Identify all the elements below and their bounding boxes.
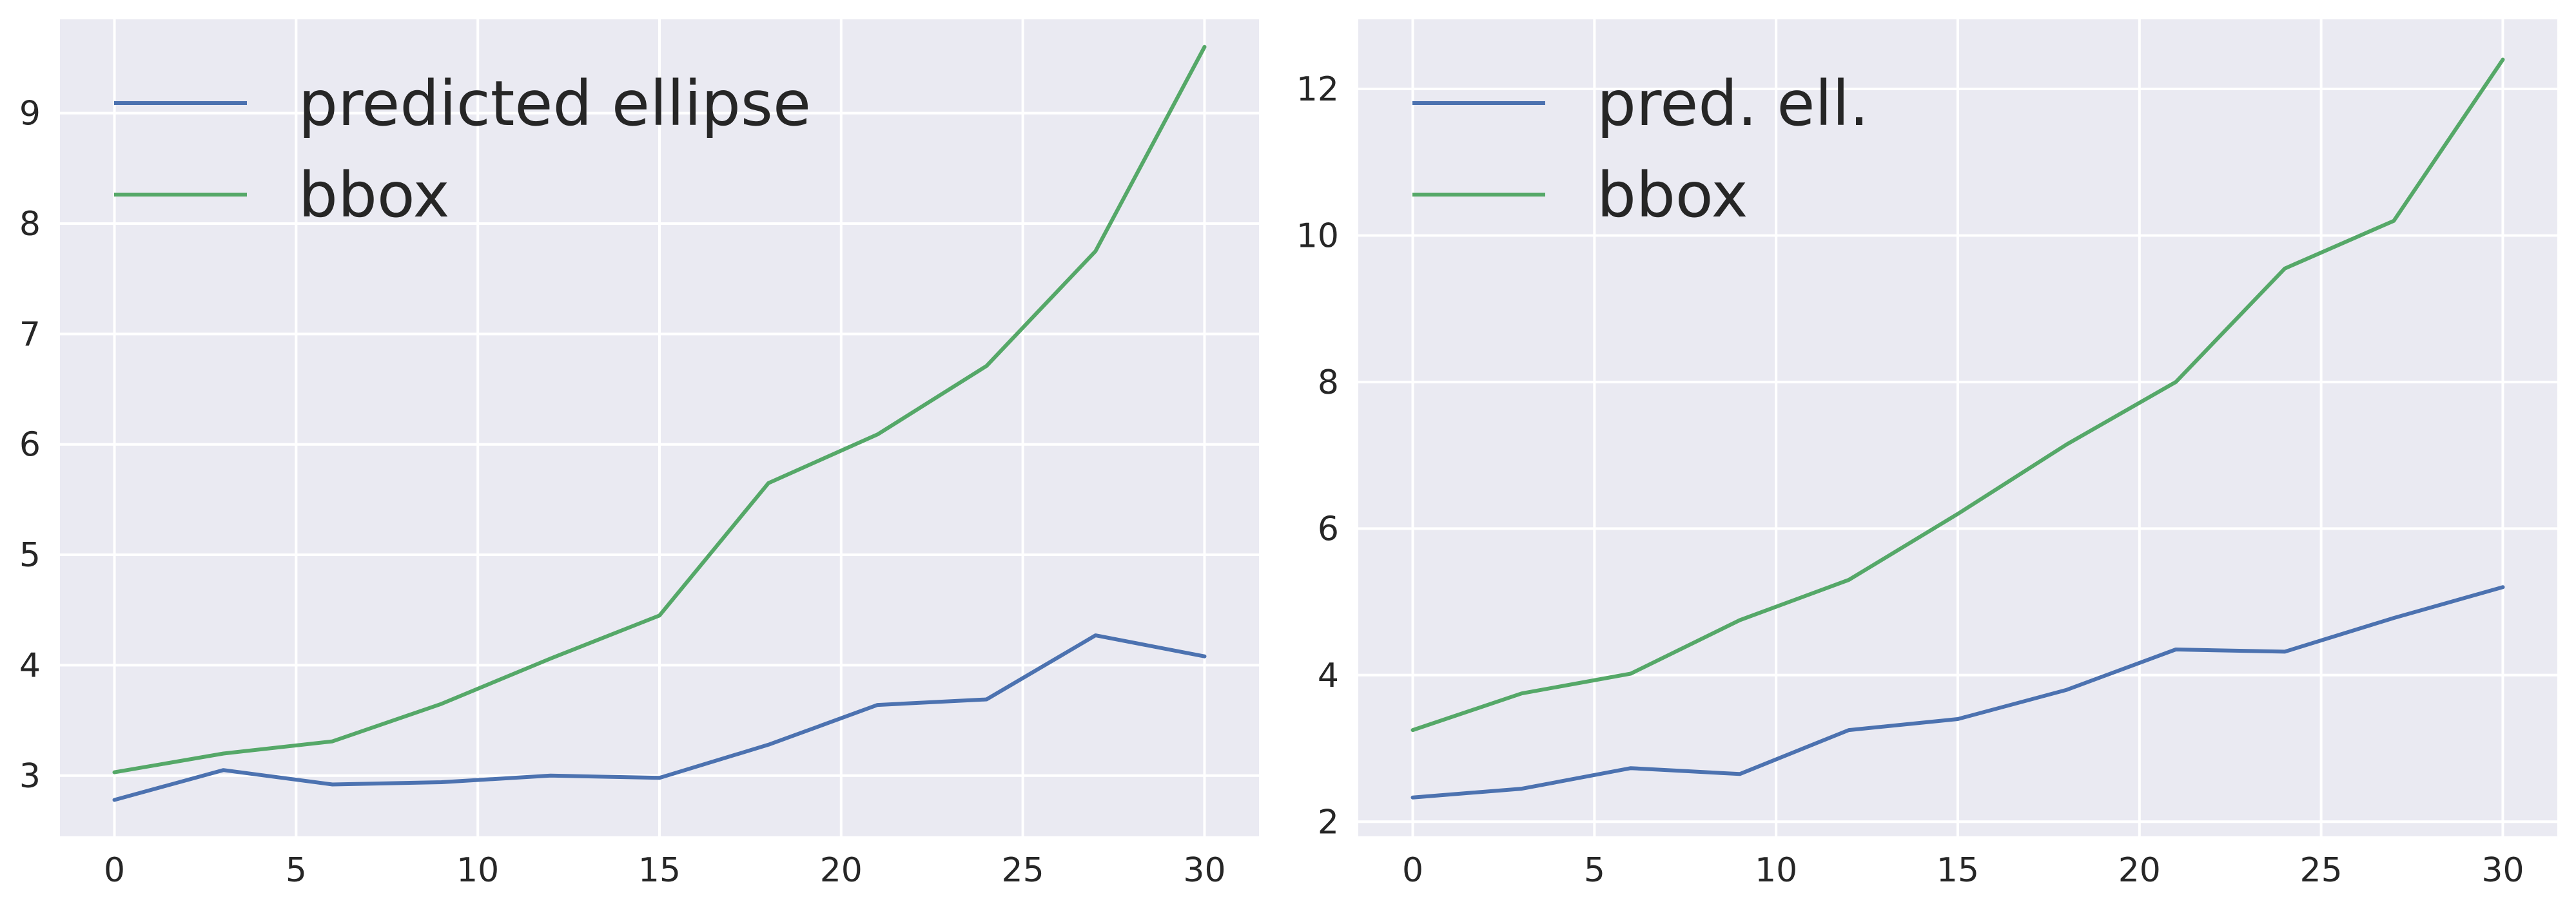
legend-label: pred. ell. [1597,68,1869,140]
x-tick-label: 5 [1584,851,1605,890]
x-tick-label: 15 [638,851,681,890]
chart-left: 0 5 10 15 20 25 30 3 4 5 6 7 8 9 predicted ellipse bbox [19,19,1259,890]
x-tick-label: 0 [104,851,125,890]
y-tick-label: 6 [19,426,41,465]
series-line-green [1410,57,2505,733]
y-tick-label: 3 [19,757,41,796]
series-line-blue [1410,585,2505,800]
x-tick-label: 25 [1002,851,1044,890]
y-tick-label: 4 [1318,657,1339,695]
y-tick-label: 8 [19,205,41,244]
chart-right: 0 5 10 15 20 25 30 2 4 6 8 10 12 pred. ell. bbox [1296,19,2557,890]
x-tick-label: 10 [456,851,499,890]
x-tick-label: 10 [1755,851,1797,890]
x-tick-label: 0 [1402,851,1423,890]
y-tick-label: 6 [1318,510,1339,548]
y-tick-label: 8 [1318,363,1339,402]
series-line-green [112,44,1207,774]
x-tick-label: 20 [2118,851,2161,890]
y-tick-label: 9 [19,95,41,133]
legend-label: bbox [1597,159,1748,231]
x-tick-label: 15 [1937,851,1979,890]
series-line-blue [112,633,1207,802]
y-tick-label: 2 [1318,803,1339,841]
x-tick-label: 20 [820,851,863,890]
legend-label: bbox [298,159,449,231]
y-tick-label: 12 [1296,70,1339,109]
x-tick-label: 30 [2481,851,2524,890]
x-tick-label: 5 [286,851,307,890]
legend-label: predicted ellipse [298,68,811,140]
y-tick-label: 10 [1296,216,1339,255]
y-tick-label: 5 [19,536,41,575]
x-tick-label: 25 [2300,851,2343,890]
y-tick-label: 4 [19,646,41,685]
y-tick-label: 7 [19,315,41,354]
x-tick-label: 30 [1183,851,1225,890]
